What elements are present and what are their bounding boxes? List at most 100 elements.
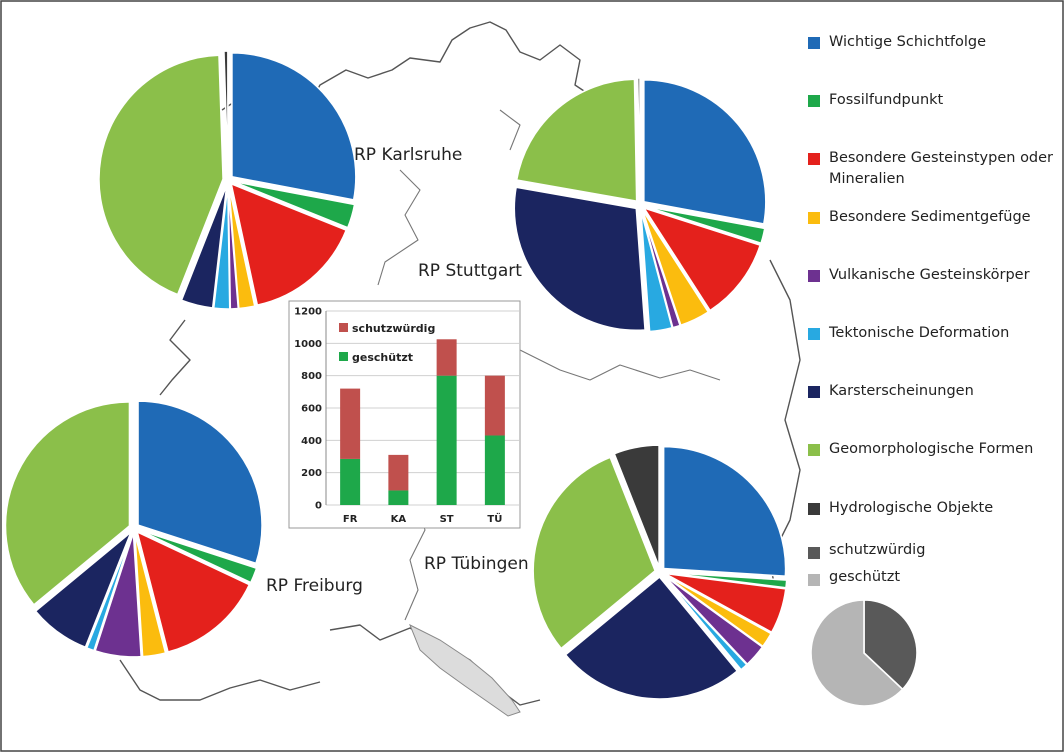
- y-tick-label: 1200: [294, 307, 322, 318]
- legend-item-karst: Karsterscheinungen: [808, 375, 1058, 433]
- region-label-tuebingen: RP Tübingen: [424, 554, 529, 574]
- y-tick-label: 200: [301, 468, 322, 479]
- bar-ST-schutzwürdig: [436, 339, 457, 376]
- status-legend-item-schutzwuerdig: schutzwürdig: [808, 540, 1008, 567]
- region-label-stuttgart: RP Stuttgart: [418, 261, 522, 281]
- legend-label: Fossilfundpunkt: [829, 92, 944, 109]
- legend-item-hydro: Hydrologische Objekte: [808, 492, 1058, 550]
- pie-slice-tekton: [662, 575, 748, 671]
- bar-legend-swatch-schutzwuerdig: [339, 323, 348, 332]
- pie-rp-stuttgart: [513, 77, 767, 333]
- pie-slice-schichtfolge: [662, 445, 787, 578]
- legend-label: Geomorphologische Formen: [829, 441, 1034, 458]
- bar-ST-geschützt: [436, 375, 457, 505]
- y-tick-label: 1000: [294, 339, 322, 350]
- region-label-karlsruhe: RP Karlsruhe: [354, 145, 462, 165]
- legend-swatch: [808, 502, 820, 515]
- pie-slice-hydro: [223, 50, 229, 176]
- legend-swatch: [808, 574, 820, 586]
- pie-status: [810, 599, 918, 707]
- bar-chart: 0 200 400 600 800 1000 1200 FR KA ST TÜ schutzwür…: [288, 300, 521, 529]
- pie-slice-karst: [180, 184, 228, 309]
- bar-legend-label-schutzwuerdig: schutzwürdig: [352, 322, 435, 335]
- status-legend: schutzwürdig geschützt: [808, 540, 1008, 594]
- legend-label: Wichtige Schichtfolge: [829, 34, 987, 50]
- bar-KA-schutzwürdig: [388, 454, 409, 491]
- bar-FR-schutzwürdig: [340, 388, 361, 459]
- pie-slice-tekton: [640, 209, 674, 333]
- legend-swatch: [808, 547, 820, 559]
- x-tick-label: ST: [440, 514, 454, 525]
- legend-item-gestein: Besondere Gesteinstypen oder Mineralien: [808, 142, 1058, 200]
- pie-slice-karst: [513, 186, 646, 332]
- bar-chart-x-ticks: FR KA ST TÜ: [343, 511, 502, 525]
- legend-item-geomorph: Geomorphologische Formen: [808, 433, 1058, 491]
- pie-slice-tekton: [212, 184, 231, 310]
- pie-slice-schichtfolge: [643, 78, 767, 225]
- pie-slice-schichtfolge: [231, 51, 357, 201]
- legend-label: Besondere Gesteinstypen oder Mineralien: [829, 150, 1054, 188]
- y-tick-label: 800: [301, 371, 322, 382]
- pie-slice-geomorph: [4, 401, 131, 607]
- pie-slice-fossil: [644, 205, 766, 245]
- bar-TÜ-geschützt: [484, 435, 505, 505]
- pie-slice-geomorph: [532, 456, 657, 650]
- category-legend: Wichtige Schichtfolge Fossilfundpunkt Be…: [808, 26, 1058, 550]
- bar-chart-y-ticks: 0 200 400 600 800 1000 1200: [294, 307, 322, 512]
- pie-slice-schichtfolge: [137, 400, 263, 565]
- x-tick-label: TÜ: [487, 511, 502, 525]
- legend-swatch: [808, 95, 820, 108]
- legend-label: Karsterscheinungen: [829, 383, 974, 400]
- x-tick-label: KA: [391, 514, 407, 525]
- bar-legend-swatch-geschuetzt: [339, 352, 348, 361]
- pie-slice-hydro: [613, 444, 660, 568]
- legend-swatch: [808, 386, 820, 399]
- legend-item-schichtfolge: Wichtige Schichtfolge: [808, 26, 1058, 84]
- pie-slice-tekton: [85, 532, 134, 652]
- pie-slice-hydro: [636, 77, 641, 201]
- bar-chart-legend: schutzwürdig geschützt: [339, 322, 435, 364]
- pie-slice-karst: [34, 531, 132, 649]
- pie-slice-sediment: [134, 532, 167, 658]
- pie-rp-freiburg: [4, 400, 263, 658]
- bar-legend-label-geschuetzt: geschützt: [352, 351, 413, 364]
- pie-rp-tuebingen: [532, 444, 788, 700]
- legend-item-vulkan: Vulkanische Gesteinskörper: [808, 259, 1058, 317]
- legend-label: Besondere Sedimentgefüge: [829, 208, 1031, 225]
- pie-slice-schutz: [863, 599, 918, 691]
- pie-slice-fossil: [232, 180, 356, 229]
- legend-item-sediment: Besondere Sedimentgefüge: [808, 201, 1058, 259]
- legend-swatch: [808, 327, 820, 340]
- legend-swatch: [808, 153, 820, 166]
- pie-slice-geomorph: [515, 78, 638, 203]
- legend-label: Vulkanische Gesteinskörper: [829, 266, 1030, 283]
- pie-rp-karlsruhe: [98, 50, 357, 310]
- status-legend-item-geschuetzt: geschützt: [808, 567, 1008, 594]
- pie-slice-geschuetzt: [810, 599, 904, 707]
- bar-KA-geschützt: [388, 490, 409, 505]
- legend-swatch: [808, 269, 820, 282]
- legend-item-tekton: Tektonische Deformation: [808, 317, 1058, 375]
- legend-label: geschützt: [829, 569, 901, 585]
- pie-slice-vulkan: [94, 532, 143, 658]
- pie-slice-fossil: [664, 571, 788, 589]
- legend-label: Tektonische Deformation: [829, 324, 1010, 341]
- legend-label: Hydrologische Objekte: [829, 499, 994, 516]
- region-label-freiburg: RP Freiburg: [266, 576, 363, 596]
- y-tick-label: 400: [301, 436, 322, 447]
- legend-swatch: [808, 211, 820, 224]
- pie-slice-karst: [564, 575, 739, 700]
- bar-TÜ-schutzwürdig: [484, 375, 505, 436]
- legend-label: schutzwürdig: [829, 542, 926, 558]
- bar-FR-geschützt: [340, 458, 361, 505]
- legend-swatch: [808, 444, 820, 457]
- pie-slice-gestein: [642, 206, 762, 312]
- lake-bodensee: [409, 623, 521, 717]
- bar-chart-bars: [340, 339, 505, 505]
- y-tick-label: 0: [315, 501, 322, 512]
- legend-item-fossil: Fossilfundpunkt: [808, 84, 1058, 142]
- pie-slice-fossil: [138, 529, 258, 584]
- x-tick-label: FR: [343, 514, 358, 525]
